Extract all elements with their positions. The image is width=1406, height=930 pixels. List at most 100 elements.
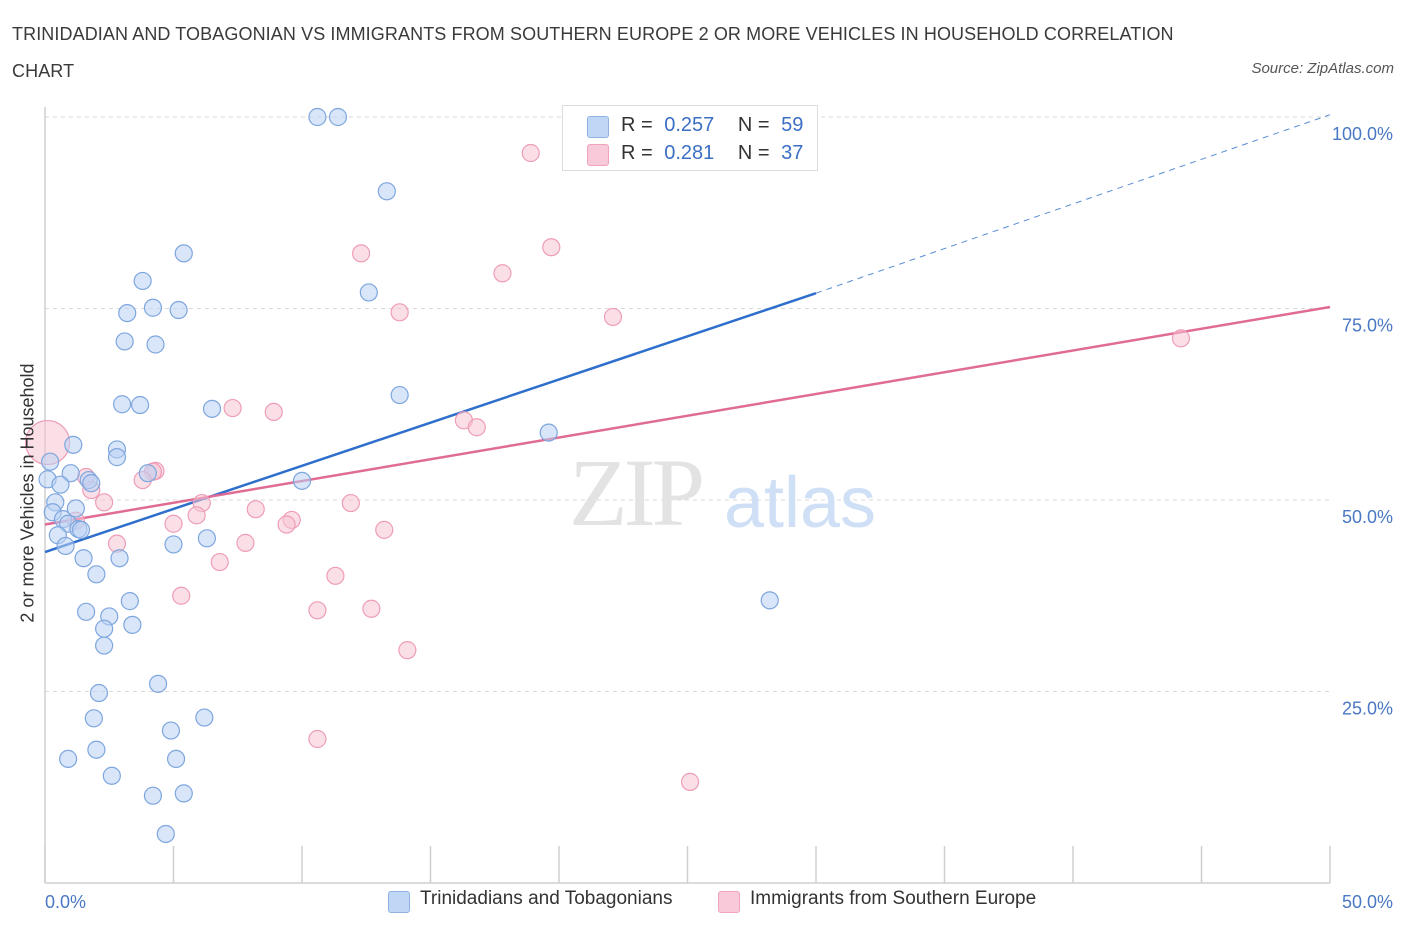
point-trinidadians xyxy=(123,615,142,634)
y-tick-label: 25.0% xyxy=(1342,699,1393,719)
point-trinidadians xyxy=(166,749,186,769)
legend-swatch-pink xyxy=(587,144,609,166)
point-trinidadians xyxy=(112,395,132,414)
legend-n-label: N = xyxy=(737,142,770,164)
axes xyxy=(44,107,1331,884)
point-trinidadians xyxy=(174,244,193,263)
point-southern-europe xyxy=(236,533,255,552)
point-trinidadians xyxy=(89,683,109,703)
point-southern-europe xyxy=(390,303,409,322)
tick-labels: 25.0% 50.0% 75.0% 100.0% 0.0% 50.0% xyxy=(45,124,1393,912)
legend-r-label: R = xyxy=(621,142,653,164)
point-trinidadians xyxy=(74,549,93,568)
point-trinidadians xyxy=(164,535,183,554)
point-trinidadians xyxy=(61,464,80,483)
point-southern-europe xyxy=(352,244,371,263)
point-trinidadians xyxy=(77,602,96,621)
point-southern-europe xyxy=(277,515,296,534)
point-trinidadians xyxy=(41,452,60,471)
data-points xyxy=(24,107,1191,844)
point-southern-europe xyxy=(223,398,242,418)
trend-line-southern-europe xyxy=(44,305,1331,526)
source-label: Source: ZipAtlas.com xyxy=(1251,60,1394,77)
point-trinidadians xyxy=(359,283,378,302)
legend-swatch-blue xyxy=(587,116,609,138)
legend-label-trinidadians: Trinidadians and Tobagonians xyxy=(420,888,673,909)
legend-swatch-blue xyxy=(388,891,410,913)
legend-r-value-pink: 0.281 xyxy=(664,142,715,164)
point-southern-europe xyxy=(308,729,327,749)
point-southern-europe xyxy=(341,493,360,513)
point-trinidadians xyxy=(143,786,163,805)
point-trinidadians xyxy=(59,749,78,769)
point-southern-europe xyxy=(164,514,183,533)
legend-r-label: R = xyxy=(621,114,653,136)
point-trinidadians xyxy=(174,784,193,803)
point-southern-europe xyxy=(680,772,700,791)
point-southern-europe xyxy=(467,418,486,437)
trend-lines xyxy=(44,114,1331,554)
point-trinidadians xyxy=(51,475,70,494)
point-trinidadians xyxy=(87,740,106,759)
legend-label-southern-europe: Immigrants from Southern Europe xyxy=(750,888,1037,909)
point-southern-europe xyxy=(603,307,623,327)
x-tick-label: 50.0% xyxy=(1342,892,1393,912)
legend-r-value-blue: 0.257 xyxy=(664,114,715,136)
point-trinidadians xyxy=(84,709,103,728)
point-trinidadians xyxy=(328,107,348,127)
point-southern-europe xyxy=(308,601,327,620)
point-trinidadians xyxy=(82,474,101,493)
point-trinidadians xyxy=(102,766,121,785)
point-southern-europe xyxy=(246,500,265,519)
point-trinidadians xyxy=(760,591,779,610)
point-southern-europe xyxy=(326,566,345,585)
point-trinidadians xyxy=(87,565,106,584)
trend-extension-trinidadians xyxy=(815,114,1331,294)
point-trinidadians xyxy=(202,399,222,418)
point-trinidadians xyxy=(130,395,150,415)
point-trinidadians xyxy=(292,471,312,490)
point-trinidadians xyxy=(390,385,409,405)
point-trinidadians xyxy=(95,636,114,655)
point-trinidadians xyxy=(169,300,188,320)
point-trinidadians xyxy=(71,520,91,539)
point-trinidadians xyxy=(308,107,327,127)
point-southern-europe xyxy=(521,143,540,163)
legend-n-label: N = xyxy=(737,114,770,136)
point-trinidadians xyxy=(66,499,85,518)
point-southern-europe xyxy=(172,586,191,605)
point-southern-europe xyxy=(95,493,114,512)
point-southern-europe xyxy=(493,264,512,283)
point-southern-europe xyxy=(210,552,229,572)
point-southern-europe xyxy=(398,641,417,660)
series-legend: Trinidadians and Tobagonians Immigrants … xyxy=(0,888,1406,918)
point-trinidadians xyxy=(110,549,129,568)
legend-n-value-pink: 37 xyxy=(781,142,804,164)
point-southern-europe xyxy=(362,599,381,618)
watermark: ZIP atlas xyxy=(569,439,876,546)
y-axis-label: 2 or more Vehicles in Household xyxy=(17,363,38,623)
point-trinidadians xyxy=(143,298,163,317)
point-trinidadians xyxy=(156,824,175,844)
point-southern-europe xyxy=(187,506,206,525)
point-trinidadians xyxy=(133,271,152,291)
point-trinidadians xyxy=(64,435,83,454)
watermark-zip: ZIP xyxy=(569,439,702,546)
chart-title: TRINIDADIAN AND TOBAGONIAN VS IMMIGRANTS… xyxy=(12,24,1174,81)
point-trinidadians xyxy=(95,619,114,638)
point-trinidadians xyxy=(118,303,137,323)
point-trinidadians xyxy=(148,674,168,693)
trend-line-trinidadians xyxy=(44,291,817,554)
point-trinidadians xyxy=(56,536,75,556)
x-tick-label: 0.0% xyxy=(45,892,86,912)
point-trinidadians xyxy=(115,332,134,351)
point-trinidadians xyxy=(161,721,181,740)
point-southern-europe xyxy=(264,402,283,422)
point-trinidadians xyxy=(138,464,157,483)
point-trinidadians xyxy=(120,592,139,611)
point-trinidadians xyxy=(107,448,127,467)
point-southern-europe xyxy=(375,520,394,539)
point-trinidadians xyxy=(146,335,165,354)
watermark-atlas: atlas xyxy=(724,463,876,543)
point-trinidadians xyxy=(539,423,558,442)
